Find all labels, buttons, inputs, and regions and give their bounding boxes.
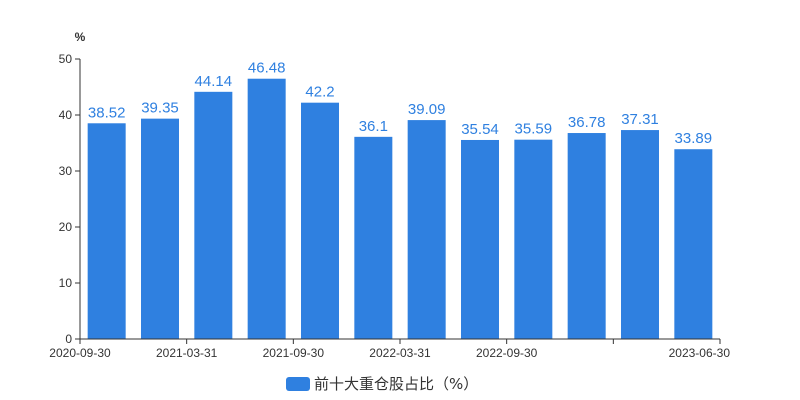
data-label: 39.09 — [408, 101, 446, 118]
bar[interactable] — [407, 120, 446, 339]
y-tick-label: 40 — [59, 108, 73, 122]
y-axis-unit-label: % — [75, 30, 86, 44]
bar[interactable] — [194, 91, 233, 339]
bar[interactable] — [514, 139, 553, 339]
bar[interactable] — [621, 130, 659, 339]
x-tick-label: 2022-03-31 — [369, 346, 431, 360]
bar[interactable] — [301, 102, 339, 340]
bar[interactable] — [87, 123, 126, 340]
y-axis: 0 10 20 30 40 50 — [59, 52, 81, 346]
legend-swatch[interactable] — [286, 377, 310, 391]
bar[interactable] — [141, 118, 179, 339]
x-axis: 2020-09-30 2021-03-31 2021-09-30 2022-03-31… — [49, 338, 731, 360]
bar[interactable] — [247, 78, 286, 339]
x-tick-label: 2022-09-30 — [476, 346, 538, 360]
x-tick-label: 2021-03-31 — [156, 346, 218, 360]
y-tick-label: 30 — [59, 164, 73, 178]
y-tick-label: 50 — [59, 52, 73, 66]
data-label: 38.52 — [88, 104, 126, 121]
data-labels: 38.52 39.35 44.14 46.48 42.2 36.1 39.09 35.54 35… — [88, 60, 712, 148]
bar[interactable] — [461, 139, 499, 339]
y-tick-label: 20 — [59, 220, 73, 234]
data-label: 36.78 — [568, 114, 606, 131]
legend-label[interactable]: 前十大重仓股占比（%） — [314, 375, 478, 393]
data-label: 36.1 — [359, 118, 388, 135]
data-label: 35.59 — [515, 121, 553, 138]
data-label: 33.89 — [675, 130, 713, 147]
x-tick-label: 2023-06-30 — [669, 346, 731, 360]
y-tick-label: 0 — [65, 332, 72, 346]
data-label: 37.31 — [621, 111, 659, 128]
bar[interactable] — [567, 133, 606, 339]
bar[interactable] — [674, 149, 713, 339]
data-label: 42.2 — [305, 84, 334, 101]
x-tick-label: 2020-09-30 — [49, 346, 111, 360]
legend[interactable]: 前十大重仓股占比（%） — [286, 375, 478, 393]
y-tick-label: 10 — [59, 276, 73, 290]
x-tick-label: 2021-09-30 — [263, 346, 325, 360]
bars — [87, 78, 713, 340]
data-label: 46.48 — [248, 60, 286, 77]
data-label: 39.35 — [141, 100, 179, 117]
data-label: 35.54 — [461, 121, 499, 138]
data-label: 44.14 — [195, 73, 233, 90]
bar[interactable] — [354, 136, 393, 339]
